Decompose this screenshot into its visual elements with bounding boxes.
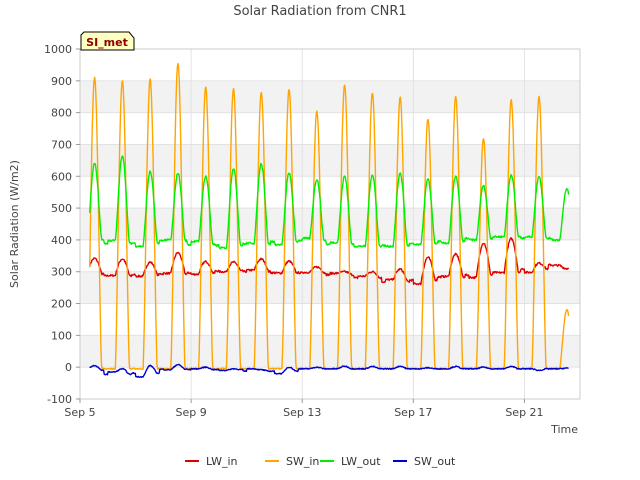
site-label: SI_met (86, 36, 128, 49)
legend-label: SW_in (286, 455, 319, 468)
y-tick-label: 100 (51, 329, 72, 342)
series-line-sw-out (89, 363, 569, 378)
plot-band (80, 335, 580, 368)
plot-band (80, 208, 580, 240)
y-tick-label: 400 (51, 234, 72, 247)
y-tick-label: 0 (65, 361, 72, 374)
series-line-lw-out (89, 155, 570, 250)
chart-title: Solar Radiation from CNR1 (233, 4, 406, 19)
y-axis-label: Solar Radiation (W/m2) (8, 160, 21, 288)
x-tick-label: Sep 13 (283, 406, 321, 419)
plot-bands (80, 80, 580, 368)
plot-band (80, 144, 580, 177)
y-tick-label: 300 (51, 266, 72, 279)
legend-label: LW_out (341, 455, 381, 468)
site-label-box (80, 31, 135, 51)
plot-band (80, 271, 580, 304)
plot-area-frame (79, 48, 581, 400)
x-axis: Sep 5 Sep 9 Sep 13 Sep 17 Sep 21 (64, 399, 544, 419)
x-tick-label: Sep 5 (64, 406, 95, 419)
y-tick-label: 500 (51, 202, 72, 215)
y-tick-label: 700 (51, 138, 72, 151)
series-line-lw-in (89, 237, 570, 286)
y-tick-label: 800 (51, 107, 72, 120)
legend: LW_in SW_in LW_out SW_out (185, 455, 456, 468)
legend-label: SW_out (414, 455, 456, 468)
plot-band (80, 80, 580, 113)
x-axis-label: Time (550, 423, 578, 436)
series-lines (89, 62, 570, 378)
y-tick-label: 900 (51, 75, 72, 88)
x-tick-label: Sep 9 (175, 406, 206, 419)
x-tick-label: Sep 21 (505, 406, 543, 419)
y-tick-label: 1000 (44, 43, 72, 56)
y-tick-label: -100 (47, 393, 72, 406)
y-tick-label: 600 (51, 170, 72, 183)
legend-label: LW_in (206, 455, 238, 468)
y-tick-label: 200 (51, 298, 72, 311)
y-axis: -100 0 100 200 300 400 500 600 700 800 900 1000 (44, 43, 80, 406)
site-label-badge: SI_met (80, 31, 135, 51)
x-tick-label: Sep 17 (394, 406, 432, 419)
